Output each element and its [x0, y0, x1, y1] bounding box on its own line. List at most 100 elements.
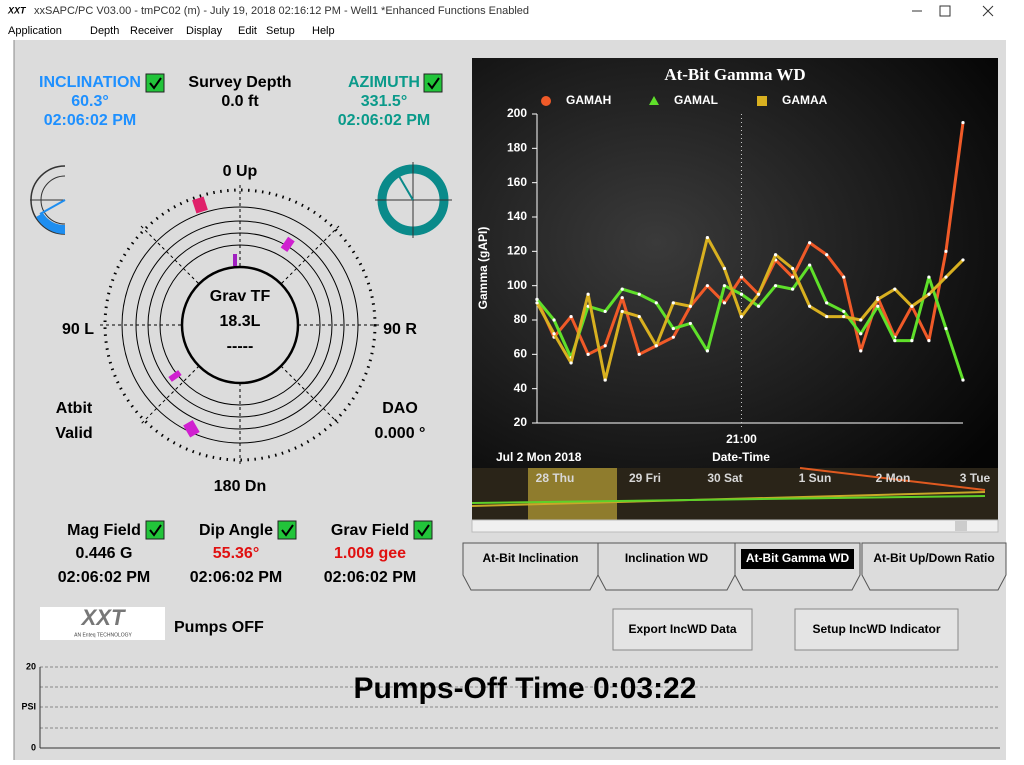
- toolface-dial: 0 Up 90 L 90 R 180 Dn Grav TF 18.3L ----…: [62, 163, 417, 495]
- data-point: [791, 275, 795, 279]
- data-point: [671, 326, 675, 331]
- button-label[interactable]: Setup IncWD Indicator: [812, 622, 940, 636]
- data-point: [808, 241, 812, 245]
- data-point: [722, 284, 727, 288]
- y-tick-label: 140: [507, 209, 527, 223]
- navigator-trace: [471, 495, 986, 504]
- toolface-marker: [183, 419, 200, 438]
- close-button[interactable]: [982, 5, 994, 17]
- azimuth-gauge: [375, 162, 452, 238]
- button[interactable]: [794, 608, 959, 651]
- data-point: [637, 292, 641, 296]
- inclination-gauge: [30, 165, 66, 235]
- data-point: [825, 314, 829, 319]
- dao-value: 0.000 °: [375, 425, 426, 442]
- mag-field-label: Mag Field: [67, 522, 141, 539]
- dip-angle-value: 55.36°: [213, 545, 259, 562]
- pressure-max: 20: [26, 661, 36, 671]
- data-point: [739, 275, 744, 279]
- y-tick-label: 200: [507, 106, 527, 120]
- data-point: [688, 321, 692, 326]
- toolface-value: 18.3L: [220, 313, 261, 330]
- tab-label[interactable]: At-Bit Up/Down Ratio: [873, 551, 994, 565]
- x-date-label: Jul 2 Mon 2018: [496, 450, 582, 464]
- tab-label[interactable]: Inclination WD: [625, 551, 709, 565]
- data-point: [910, 304, 914, 308]
- data-point: [961, 120, 965, 125]
- check-box[interactable]: [277, 520, 297, 540]
- dip-angle-label: Dip Angle: [199, 522, 273, 539]
- menu-item[interactable]: Receiver: [130, 25, 174, 37]
- data-point: [535, 301, 539, 305]
- data-point: [773, 284, 778, 288]
- data-point: [944, 249, 948, 253]
- check-box[interactable]: [413, 520, 433, 540]
- data-point: [944, 326, 948, 331]
- grav-field-label: Grav Field: [331, 522, 409, 539]
- menu-item[interactable]: Display: [186, 25, 223, 37]
- pressure-unit: PSI: [21, 701, 36, 711]
- navigator-labels: 28 Thu 29 Fri 30 Sat 1 Sun 2 Mon 3 Tue: [536, 471, 991, 485]
- menu-item[interactable]: Application: [8, 25, 62, 37]
- tab[interactable]: [597, 542, 736, 591]
- menu-item[interactable]: Help: [312, 25, 335, 37]
- check-box[interactable]: [423, 73, 443, 93]
- navigator-label: 3 Tue: [960, 471, 991, 485]
- button-label[interactable]: Export IncWD Data: [628, 622, 736, 636]
- data-point: [654, 301, 658, 305]
- data-point: [671, 301, 675, 305]
- inclination-label: INCLINATION: [39, 74, 141, 91]
- y-tick-label: 80: [514, 312, 528, 326]
- menu-item[interactable]: Setup: [266, 25, 295, 37]
- check-box[interactable]: [145, 520, 165, 540]
- toolface-marker: [280, 236, 295, 253]
- maximize-button[interactable]: [939, 5, 951, 17]
- pressure-strip: 20 PSI 0 Pumps-Off Time 0:03:22: [21, 661, 1000, 752]
- data-point: [859, 349, 863, 353]
- tab-label[interactable]: At-Bit Inclination: [483, 551, 579, 565]
- dao-label: DAO: [382, 400, 418, 417]
- logo-name: XXT: [80, 605, 126, 630]
- data-point: [654, 344, 658, 348]
- data-point: [586, 292, 590, 296]
- tab-label[interactable]: At-Bit Gamma WD: [746, 551, 850, 565]
- data-point: [739, 292, 744, 296]
- data-point: [842, 314, 846, 319]
- tab[interactable]: [462, 542, 599, 591]
- legend-marker: [757, 96, 767, 106]
- dial-bottom-label: 180 Dn: [214, 478, 266, 495]
- navigator-trace: [799, 467, 986, 491]
- check-mark: [281, 524, 294, 537]
- data-point: [722, 266, 727, 271]
- tab[interactable]: [861, 542, 1007, 591]
- chart-title: At-Bit Gamma WD: [664, 65, 805, 84]
- check-box[interactable]: [145, 73, 165, 93]
- azimuth-label: AZIMUTH: [348, 74, 420, 91]
- data-point: [569, 361, 573, 365]
- toolface-marker: [192, 196, 208, 214]
- navigator-window[interactable]: [528, 468, 617, 520]
- y-tick-label: 20: [514, 415, 528, 429]
- mag-field-time: 02:06:02 PM: [58, 569, 151, 586]
- inclination-time: 02:06:02 PM: [44, 112, 137, 129]
- data-point: [825, 301, 829, 305]
- grav-field-time: 02:06:02 PM: [324, 569, 417, 586]
- scrollbar[interactable]: [471, 519, 999, 533]
- menu-item[interactable]: Edit: [238, 25, 257, 37]
- data-point: [825, 253, 829, 257]
- data-point: [637, 314, 641, 319]
- data-point: [586, 352, 590, 356]
- scroll-thumb[interactable]: [955, 521, 967, 531]
- data-point: [620, 287, 624, 291]
- button-row: Export IncWD Data Setup IncWD Indicator: [612, 608, 959, 651]
- y-tick-label: 40: [514, 381, 528, 395]
- logo-box: [40, 607, 165, 640]
- check-mark: [149, 524, 162, 537]
- navigator-label: 2 Mon: [876, 471, 911, 485]
- menu-item[interactable]: Depth: [90, 25, 119, 37]
- data-point: [808, 263, 812, 267]
- toolface-label: Grav TF: [210, 288, 271, 305]
- button[interactable]: [612, 608, 753, 651]
- data-point: [671, 335, 675, 339]
